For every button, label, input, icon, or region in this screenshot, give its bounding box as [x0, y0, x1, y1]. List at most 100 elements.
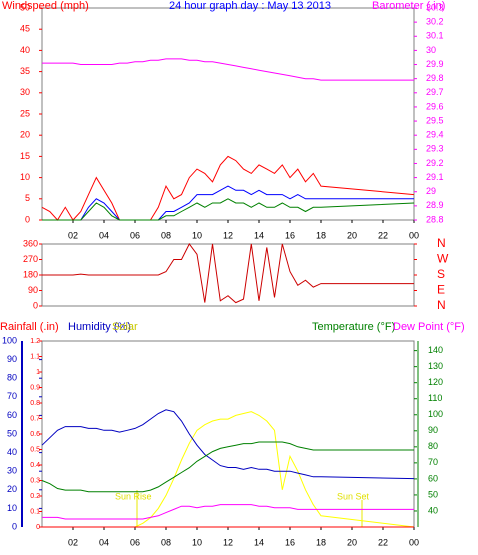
x-tick-label: 20: [347, 230, 357, 240]
y2-tick-label: 90: [428, 425, 438, 435]
plot-frame: [41, 7, 415, 221]
y2-tick-label: 29.8: [426, 73, 444, 83]
y2-tick-label: 29.4: [426, 130, 444, 140]
y3-tick-label: 0.4: [30, 462, 40, 469]
y-tick-label: 5: [25, 193, 30, 203]
y3-tick-label: 0.3: [30, 477, 40, 484]
y-tick-label: 45: [20, 24, 30, 34]
y2-tick-label: 28.8: [426, 214, 444, 224]
y-tick-label: 180: [23, 269, 38, 279]
y2-tick-label: 30: [426, 45, 436, 55]
y3-tick-label: 0.1: [30, 508, 40, 515]
y2-tick-label: W: [437, 252, 449, 266]
x-tick-label: 02: [68, 230, 78, 240]
series-line: [42, 504, 414, 520]
y-axis-title: Humidity (%): [68, 321, 131, 333]
y-tick-label: 20: [20, 130, 30, 140]
y3-tick-label: 0.8: [30, 400, 40, 407]
y-tick-label: 30: [7, 466, 17, 476]
x-tick-label: 10: [192, 230, 202, 240]
y-tick-label: 270: [23, 254, 38, 264]
y-tick-label: 60: [7, 410, 17, 420]
annotation: Sun Set: [337, 491, 370, 501]
x-tick-label: 16: [285, 537, 295, 547]
y2-tick-label: S: [437, 267, 445, 281]
y-tick-label: 70: [7, 391, 17, 401]
y-tick-label: 90: [7, 354, 17, 364]
y2-tick-label: 60: [428, 473, 438, 483]
y-tick-label: 30: [20, 87, 30, 97]
chart-title: 24 hour graph day : May 13 2013: [169, 0, 331, 12]
y-tick-label: 25: [20, 108, 30, 118]
y3-tick-label: 0.6: [30, 431, 40, 438]
y3-tick-label: 1.2: [30, 338, 40, 345]
y-tick-label: 0: [33, 300, 38, 310]
x-tick-label: 12: [223, 230, 233, 240]
y2-axis-title: Dew Point (°F): [393, 321, 465, 333]
y3-tick-label: 0.7: [30, 415, 40, 422]
y-tick-label: 90: [28, 285, 38, 295]
y-tick-label: 20: [7, 484, 17, 494]
x-tick-label: 16: [285, 230, 295, 240]
y2-tick-label: 29.9: [426, 59, 444, 69]
y-tick-label: 100: [2, 335, 17, 345]
series-line: [41, 155, 415, 221]
x-tick-label: 06: [130, 537, 140, 547]
y3-tick-label: 1.1: [30, 353, 40, 360]
x-tick-label: 08: [161, 537, 171, 547]
x-tick-label: 04: [99, 230, 109, 240]
x-tick-label: 18: [316, 537, 326, 547]
y2-tick-label: E: [437, 283, 445, 297]
y-tick-label: 35: [20, 66, 30, 76]
x-tick-label: 10: [192, 537, 202, 547]
y2-tick-label: 30.1: [426, 31, 444, 41]
y2-tick-label: 29.2: [426, 158, 444, 168]
y-axis-title: Solar: [112, 321, 138, 333]
y-tick-label: 50: [20, 2, 30, 12]
y3-tick-label: 0.9: [30, 384, 40, 391]
y-tick-label: 15: [20, 151, 30, 161]
y-tick-label: 40: [20, 45, 30, 55]
y-tick-label: 0: [12, 521, 17, 531]
y2-tick-label: 70: [428, 457, 438, 467]
y2-tick-label: N: [437, 236, 446, 250]
y2-tick-label: 120: [428, 377, 443, 387]
y-tick-label: 40: [7, 447, 17, 457]
y-axis-title: Windspeed (mph): [2, 0, 89, 12]
y2-tick-label: 30.2: [426, 17, 444, 27]
y2-tick-label: 50: [428, 489, 438, 499]
x-tick-label: 00: [409, 537, 419, 547]
y2-tick-label: 29.6: [426, 101, 444, 111]
y2-tick-label: 29.3: [426, 144, 444, 154]
x-tick-label: 00: [409, 230, 419, 240]
series-line: [42, 198, 415, 221]
y-tick-label: 10: [20, 172, 30, 182]
y2-tick-label: 140: [428, 345, 443, 355]
x-tick-label: 18: [316, 230, 326, 240]
y2-tick-label: 29.5: [426, 115, 444, 125]
y-tick-label: 0: [25, 214, 30, 224]
x-tick-label: 14: [254, 537, 264, 547]
x-tick-label: 04: [99, 537, 109, 547]
series-line: [41, 409, 415, 480]
y3-tick-label: 0: [36, 524, 40, 531]
y2-tick-label: 40: [428, 505, 438, 515]
series-line: [42, 185, 414, 221]
x-tick-label: 08: [161, 230, 171, 240]
y2-tick-label: 29.7: [426, 87, 444, 97]
series-line: [42, 58, 414, 81]
y2-tick-label: 29: [426, 186, 436, 196]
annotation: Sun Rise: [115, 491, 152, 501]
y2-axis-title: Barometer (.in): [372, 0, 445, 12]
y3-tick-label: 0.5: [30, 446, 40, 453]
y3-tick-label: 0.2: [30, 493, 40, 500]
y2-tick-label: 29.1: [426, 172, 444, 182]
y2-tick-label: 28.9: [426, 200, 444, 210]
y2-tick-label: 100: [428, 409, 443, 419]
x-tick-label: 22: [378, 537, 388, 547]
y2-axis-title: Temperature (°F): [312, 321, 395, 333]
y2-tick-label: 110: [428, 393, 442, 403]
x-tick-label: 22: [378, 230, 388, 240]
